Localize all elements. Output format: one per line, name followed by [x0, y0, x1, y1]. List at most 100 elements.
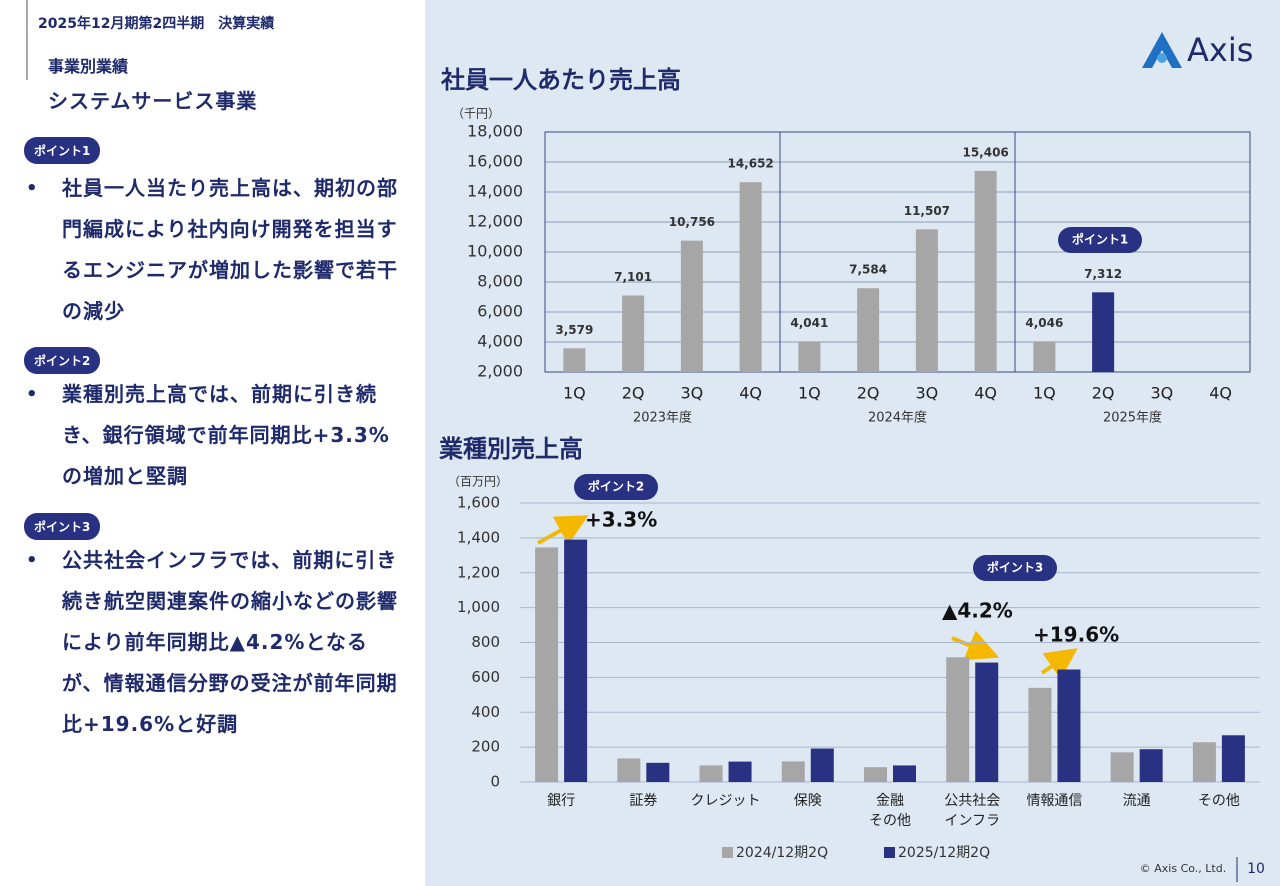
logo-icon — [1142, 32, 1182, 68]
unit-label: （百万円） — [448, 475, 508, 489]
x-tick-label: その他 — [1198, 793, 1240, 809]
chart-title: 社員一人あたり売上高 — [440, 66, 681, 94]
x-tick-label: 2Q — [1092, 384, 1115, 403]
value-label: 7,584 — [849, 263, 887, 277]
x-tick-label: 流通 — [1123, 793, 1151, 809]
bar — [617, 758, 641, 782]
x-tick-label: 3Q — [680, 384, 703, 403]
bar — [798, 341, 821, 372]
x-tick-label: 1Q — [798, 384, 821, 403]
x-tick-label: 3Q — [915, 384, 938, 403]
y-tick-label: 800 — [471, 633, 500, 651]
y-tick-label: 1,200 — [457, 563, 500, 581]
bar — [1192, 742, 1216, 782]
legend-label: 2025/12期2Q — [898, 845, 990, 861]
value-label: 15,406 — [962, 145, 1008, 159]
x-tick-label: 1Q — [563, 384, 586, 403]
bar — [810, 748, 834, 782]
bar — [1057, 669, 1081, 782]
badge-bg — [973, 555, 1057, 581]
bar — [781, 761, 805, 782]
arrows — [537, 515, 1078, 680]
left-panel: 2025年12月期第2四半期 決算実績 事業別業績 システムサービス事業 ポイン… — [0, 0, 425, 886]
bar — [646, 762, 670, 782]
y-tick-label: 0 — [490, 773, 500, 791]
x-tick-label: 2Q — [857, 384, 880, 403]
y-tick-label: 14,000 — [467, 182, 523, 201]
value-label: 4,041 — [790, 316, 828, 330]
y-tick-label: 2,000 — [477, 362, 523, 381]
badge: ポイント1 — [1072, 232, 1128, 247]
y-tick-label: 8,000 — [477, 272, 523, 291]
bar — [680, 240, 703, 372]
x-tick-label: クレジット — [691, 793, 761, 809]
x-tick-label: 公共社会インフラ — [944, 793, 1000, 829]
bar — [1139, 749, 1163, 782]
bar — [915, 229, 938, 372]
bar — [535, 547, 559, 782]
y-tick-label: 600 — [471, 668, 500, 686]
x-group-label: 2024年度 — [868, 410, 927, 426]
bar — [946, 657, 970, 782]
legend-swatch — [884, 847, 895, 858]
y-tick-label: 4,000 — [477, 332, 523, 351]
value-label: 3,579 — [555, 323, 593, 337]
y-tick-label: 10,000 — [467, 242, 523, 261]
bar — [857, 288, 880, 372]
badge-bg — [1058, 227, 1142, 253]
value-label: 10,756 — [669, 215, 715, 229]
y-tick-label: 1,600 — [457, 494, 500, 512]
x-tick-label: 4Q — [1209, 384, 1232, 403]
period: 2025年12月期第2四半期 決算実績 — [38, 16, 275, 32]
section: 事業別業績 — [48, 57, 129, 76]
x-tick-label: 4Q — [739, 384, 762, 403]
x-tick-label: 金融その他 — [869, 793, 911, 829]
bar — [1110, 752, 1134, 782]
y-tick-label: 400 — [471, 703, 500, 721]
badge: ポイント2 — [588, 479, 644, 494]
unit-label: （千円） — [452, 107, 500, 121]
x-group-label: 2025年度 — [1103, 410, 1162, 426]
annotation: +19.6% — [1033, 623, 1119, 647]
bullet: • — [26, 550, 38, 571]
x-tick-label: 1Q — [1033, 384, 1056, 403]
page-title: システムサービス事業 — [48, 89, 258, 113]
y-tick-label: 1,000 — [457, 598, 500, 616]
annotation: +3.3% — [585, 508, 657, 532]
bar — [975, 662, 999, 782]
point-badge: ポイント2 — [24, 347, 101, 374]
chart-title: 業種別売上高 — [439, 435, 583, 463]
bar — [893, 765, 916, 782]
x-tick-label: 保険 — [794, 793, 822, 809]
point-badge: ポイント3 — [24, 513, 101, 540]
bar — [622, 295, 645, 372]
point-text: 社員一人当たり売上高は、期初の部門編成により社内向け開発を担当するエンジニアが増… — [62, 176, 398, 323]
y-tick-label: 1,400 — [457, 528, 500, 546]
y-tick-label: 18,000 — [467, 122, 523, 141]
y-tick-label: 12,000 — [467, 212, 523, 231]
point-badge: ポイント1 — [24, 137, 101, 164]
logo-text: Axis — [1187, 31, 1253, 69]
plot-border — [544, 131, 1251, 373]
value-label: 7,312 — [1084, 267, 1122, 281]
bar — [974, 170, 997, 372]
bar — [699, 765, 723, 782]
bar — [564, 539, 588, 782]
x-tick-label: 銀行 — [547, 793, 575, 809]
bar — [739, 182, 762, 372]
bullet: • — [26, 178, 38, 199]
value-label: 7,101 — [614, 270, 652, 284]
legend-swatch — [722, 847, 733, 858]
badge: ポイント3 — [987, 560, 1043, 575]
x-tick-label: 2Q — [622, 384, 645, 403]
bar — [1221, 735, 1245, 782]
annotation: ▲4.2% — [942, 599, 1013, 623]
legend-label: 2024/12期2Q — [736, 845, 828, 861]
bar — [1028, 687, 1052, 782]
value-label: 14,652 — [727, 157, 773, 171]
x-tick-label: 証券 — [629, 793, 657, 809]
point-text: 公共社会インフラでは、前期に引き続き航空関連案件の縮小などの影響により前年同期比… — [62, 548, 398, 736]
y-tick-label: 6,000 — [477, 302, 523, 321]
